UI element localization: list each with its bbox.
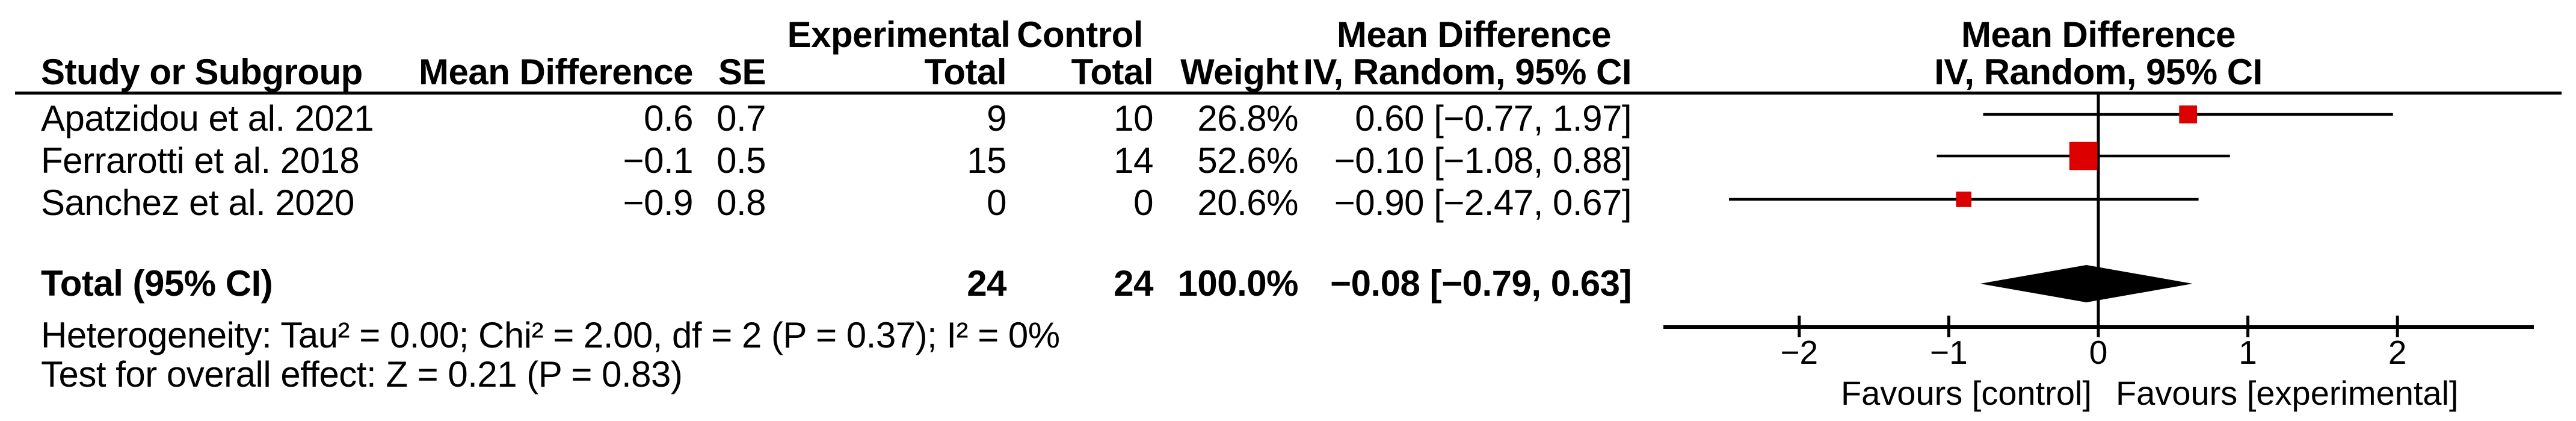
total-ctl-total: 24 xyxy=(1114,263,1153,304)
axis-tick-label: 2 xyxy=(2388,334,2407,371)
study-ctl-total: 10 xyxy=(1114,98,1153,139)
axis-tick-label: 0 xyxy=(2089,334,2108,371)
study-name: Apatzidou et al. 2021 xyxy=(41,98,374,139)
study-weight-square xyxy=(1956,192,1972,207)
total-exp-total: 24 xyxy=(967,263,1006,304)
study-ci-text: −0.10 [−1.08, 0.88] xyxy=(1334,140,1632,181)
header-study-or-subgroup: Study or Subgroup xyxy=(41,52,363,92)
study-name: Ferrarotti et al. 2018 xyxy=(41,140,360,181)
study-weight: 26.8% xyxy=(1197,98,1298,139)
column-group-control: Control xyxy=(1017,14,1143,55)
study-se: 0.8 xyxy=(716,182,766,223)
total-label: Total (95% CI) xyxy=(41,263,273,304)
study-weight-square xyxy=(2179,105,2198,123)
study-exp-total: 9 xyxy=(987,98,1006,139)
total-ci-text: −0.08 [−0.79, 0.63] xyxy=(1330,263,1632,304)
study-weight: 20.6% xyxy=(1197,182,1298,223)
study-weight: 52.6% xyxy=(1197,140,1298,181)
axis-tick-label: −1 xyxy=(1930,334,1968,371)
study-ctl-total: 14 xyxy=(1114,140,1153,181)
plot-header-iv-random-ci: IV, Random, 95% CI xyxy=(1934,52,2263,92)
column-group-experimental: Experimental xyxy=(787,14,1011,55)
axis-tick-label: −2 xyxy=(1780,334,1818,371)
study-weight-square xyxy=(2069,142,2098,170)
axis-tick-label: 1 xyxy=(2239,334,2257,371)
study-exp-total: 0 xyxy=(987,182,1006,223)
md-column-title: Mean Difference xyxy=(1337,14,1611,55)
header-experimental-total: Total xyxy=(924,52,1007,92)
header-iv-random-ci: IV, Random, 95% CI xyxy=(1303,52,1632,92)
study-se: 0.7 xyxy=(716,98,766,139)
plot-title: Mean Difference xyxy=(1961,14,2236,55)
total-weight: 100.0% xyxy=(1177,263,1299,304)
header-se: SE xyxy=(718,52,766,92)
study-exp-total: 15 xyxy=(967,140,1006,181)
header-mean-difference: Mean Difference xyxy=(419,52,693,92)
favours-left-label: Favours [control] xyxy=(1841,374,2092,412)
study-se: 0.5 xyxy=(716,140,766,181)
header-control-total: Total xyxy=(1071,52,1154,92)
summary-diamond xyxy=(1980,265,2193,302)
heterogeneity-note: Heterogeneity: Tau² = 0.00; Chi² = 2.00,… xyxy=(41,315,1060,355)
study-md: −0.9 xyxy=(623,182,694,223)
study-md: −0.1 xyxy=(623,140,694,181)
favours-right-label: Favours [experimental] xyxy=(2116,374,2459,412)
study-ctl-total: 0 xyxy=(1133,182,1153,223)
header-weight: Weight xyxy=(1180,52,1298,92)
study-name: Sanchez et al. 2020 xyxy=(41,182,354,223)
study-md: 0.6 xyxy=(644,98,693,139)
overall-effect-note: Test for overall effect: Z = 0.21 (P = 0… xyxy=(41,354,683,394)
study-ci-text: 0.60 [−0.77, 1.97] xyxy=(1355,98,1632,139)
study-ci-text: −0.90 [−2.47, 0.67] xyxy=(1334,182,1632,223)
